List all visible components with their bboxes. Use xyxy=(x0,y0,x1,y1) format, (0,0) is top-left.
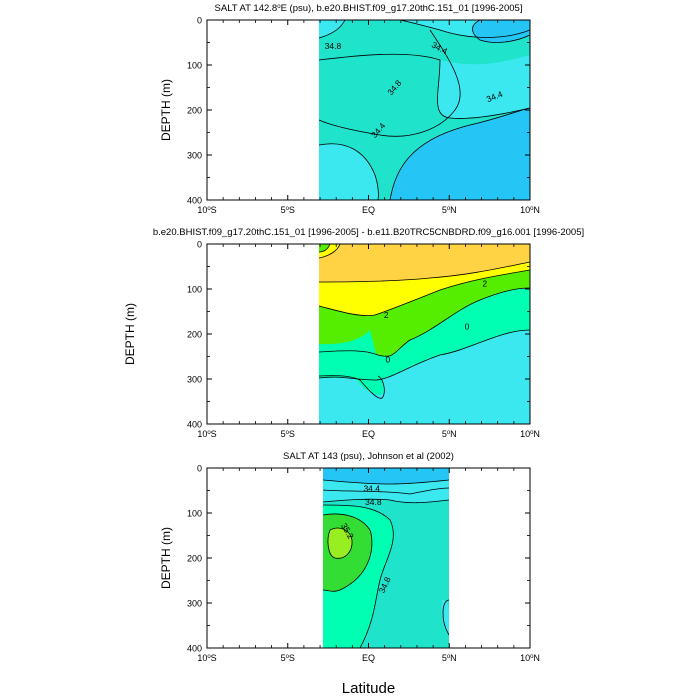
xtick-label: EQ xyxy=(362,653,375,663)
xtick-label: 10oN xyxy=(520,205,540,215)
contour-label: 2 xyxy=(384,310,389,320)
contour-label: 34.8 xyxy=(325,41,342,51)
panel-3: SALT AT 143 (psu), Johnson et al (2002) … xyxy=(159,451,540,663)
xtick-label: 5oS xyxy=(281,653,295,663)
panel-2-xaxis: 10oS 5oS EQ 5oN 10oN xyxy=(197,244,540,439)
panel-3-xaxis: 10oS 5oS EQ 5oN 10oN xyxy=(197,468,540,663)
contour-label: 0 xyxy=(386,355,391,365)
ytick-label: 100 xyxy=(187,509,202,519)
ytick-label: 100 xyxy=(187,61,202,71)
ytick-label: 200 xyxy=(187,106,202,116)
panel-1-xaxis: 10oS 5oS EQ 5oN 10oN xyxy=(197,20,540,215)
ytick-label: 0 xyxy=(197,16,202,26)
figure-xlabel: Latitude xyxy=(342,680,395,697)
panel-1-contour-fills xyxy=(319,20,530,200)
contour-label: 0 xyxy=(465,321,470,331)
panel-2-contour-fills xyxy=(319,244,530,424)
xtick-label: EQ xyxy=(362,429,375,439)
contour-label: 34.4 xyxy=(363,483,380,493)
ytick-label: 400 xyxy=(187,420,202,430)
ytick-label: 100 xyxy=(187,285,202,295)
xtick-label: 5oS xyxy=(281,205,295,215)
ytick-label: 400 xyxy=(187,644,202,654)
panel-1-title: SALT AT 142.8oE (psu), b.e20.BHIST.f09_g… xyxy=(215,3,523,14)
panel-3-yaxis: 0 100 200 300 400 xyxy=(187,464,530,654)
xtick-label: 10oN xyxy=(520,429,540,439)
xtick-label: 10oS xyxy=(197,653,216,663)
panel-3-title: SALT AT 143 (psu), Johnson et al (2002) xyxy=(283,451,454,462)
ytick-label: 0 xyxy=(197,464,202,474)
contour-label: 34.8 xyxy=(365,497,382,507)
panel-2-ylabel: DEPTH (m) xyxy=(123,303,137,365)
xtick-label: 10oS xyxy=(197,429,216,439)
xtick-label: 5oN xyxy=(442,653,457,663)
panel-1-contour-lines xyxy=(318,20,530,200)
panel-3-contour-fills xyxy=(323,468,449,648)
xtick-label: EQ xyxy=(362,205,375,215)
panel-1-yaxis: 0 100 200 300 400 xyxy=(187,16,530,206)
contour-label: 2 xyxy=(482,279,487,289)
panel-1: SALT AT 142.8oE (psu), b.e20.BHIST.f09_g… xyxy=(159,3,540,215)
ytick-label: 300 xyxy=(187,599,202,609)
xtick-label: 10oS xyxy=(197,205,216,215)
ytick-label: 400 xyxy=(187,196,202,206)
xtick-label: 5oS xyxy=(281,429,295,439)
panel-2-contour-labels: 2 2 0 0 xyxy=(384,279,488,365)
panel-2-title: b.e20.BHIST.f09_g17.20thC.151_01 [1996-2… xyxy=(153,227,584,238)
ytick-label: 300 xyxy=(187,151,202,161)
panel-2: b.e20.BHIST.f09_g17.20thC.151_01 [1996-2… xyxy=(123,227,584,439)
xtick-label: 5oN xyxy=(442,205,457,215)
ytick-label: 300 xyxy=(187,375,202,385)
panel-3-contour-lines xyxy=(322,479,450,648)
xtick-label: 10oN xyxy=(520,653,540,663)
ytick-label: 200 xyxy=(187,330,202,340)
xtick-label: 5oN xyxy=(442,429,457,439)
panel-2-contour-lines xyxy=(318,244,530,399)
panel-1-ylabel: DEPTH (m) xyxy=(159,79,173,141)
ytick-label: 200 xyxy=(187,554,202,564)
panel-3-ylabel: DEPTH (m) xyxy=(159,527,173,589)
ytick-label: 0 xyxy=(197,240,202,250)
